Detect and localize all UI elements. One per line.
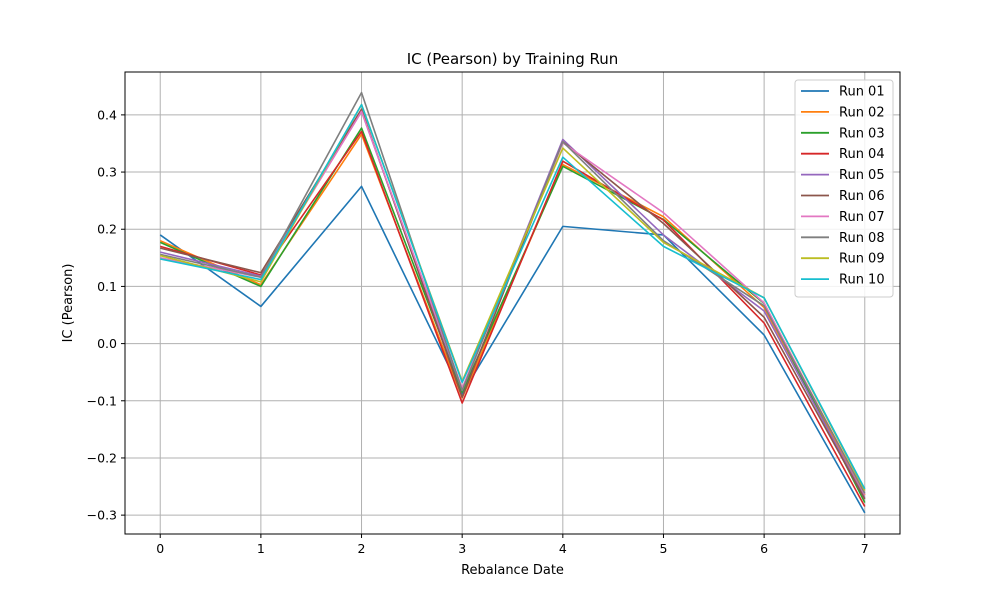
x-tick-label: 7	[861, 541, 869, 556]
x-axis-label: Rebalance Date	[461, 563, 564, 578]
legend-label: Run 09	[839, 252, 885, 267]
axis-ticks: 0 1 2 3 4 5 6 7 0.4 0.3 0.2 0.1 0.0 −0.1 −0.2 −0.3	[87, 107, 869, 556]
y-tick-label: −0.1	[87, 393, 117, 408]
chart-title: IC (Pearson) by Training Run	[407, 50, 619, 68]
legend-label: Run 04	[839, 147, 885, 162]
plot-frame	[124, 71, 901, 535]
legend-label: Run 05	[839, 168, 885, 183]
y-tick-label: −0.3	[87, 508, 117, 523]
x-tick-label: 5	[659, 541, 667, 556]
series-lines	[159, 91, 866, 514]
legend-label: Run 07	[839, 210, 885, 225]
legend-label: Run 08	[839, 231, 885, 246]
legend-box	[794, 79, 894, 298]
y-tick-label: 0.4	[97, 107, 117, 122]
legend-label: Run 03	[839, 126, 885, 141]
series-line-run-10	[160, 103, 866, 490]
y-tick-label: 0.2	[97, 222, 117, 237]
y-tick-label: −0.2	[87, 450, 117, 465]
legend-label: Run 01	[839, 85, 885, 100]
legend-label: Run 06	[839, 189, 885, 204]
y-tick-label: 0.0	[97, 336, 117, 351]
legend-label: Run 10	[839, 273, 885, 288]
y-tick-label: 0.1	[97, 279, 117, 294]
y-axis-label: IC (Pearson)	[61, 264, 76, 343]
legend-label: Run 02	[839, 105, 885, 120]
x-tick-label: 3	[458, 541, 466, 556]
x-tick-label: 6	[760, 541, 768, 556]
x-tick-label: 2	[358, 541, 366, 556]
x-tick-label: 0	[156, 541, 164, 556]
y-tick-label: 0.3	[97, 165, 117, 180]
x-tick-label: 4	[559, 541, 567, 556]
legend: Run 01 Run 02 Run 03 Run 04 Run 05 Run 06 Run …	[794, 79, 894, 298]
x-tick-label: 1	[257, 541, 265, 556]
series-line-run-01	[159, 185, 866, 514]
